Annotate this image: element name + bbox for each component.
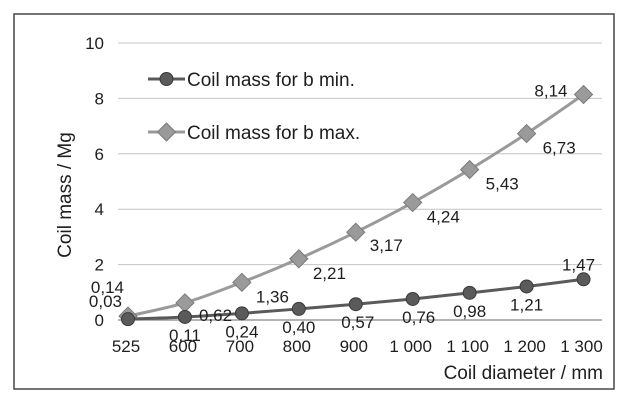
y-tick-label: 2 xyxy=(95,256,104,275)
data-point-b-max xyxy=(232,272,252,293)
y-axis-title: Coil mass / Mg xyxy=(55,132,76,258)
data-label-b-max: 4,24 xyxy=(427,208,460,227)
data-label-b-max: 2,21 xyxy=(313,264,346,283)
legend-entry: Coil mass for b max. xyxy=(187,123,360,144)
x-tick-label: 525 xyxy=(112,337,140,356)
legend: Coil mass for b min. Coil mass for b max. xyxy=(148,70,360,144)
data-point-b-min xyxy=(462,285,477,300)
legend-marker-diamond xyxy=(156,122,177,142)
data-label-b-min: 1,21 xyxy=(510,295,543,314)
data-label-b-min: 0,40 xyxy=(282,318,315,337)
legend-entry: Coil mass for b min. xyxy=(187,70,355,91)
y-tick-label: 0 xyxy=(95,311,104,330)
data-point-b-max xyxy=(459,159,480,180)
x-tick-label: 1 100 xyxy=(446,337,489,356)
data-point-b-min xyxy=(348,297,363,312)
data-label-b-max: 5,43 xyxy=(486,175,519,194)
data-point-b-min xyxy=(121,312,135,327)
legend-marker-circle xyxy=(159,72,174,86)
data-label-b-min: 0,98 xyxy=(453,302,486,321)
x-tick-label: 1 000 xyxy=(389,337,432,356)
x-axis-title: Coil diameter / mm xyxy=(444,363,603,384)
data-label-b-min: 0,11 xyxy=(169,326,201,345)
data-label-b-max: 1,36 xyxy=(256,287,289,306)
data-point-b-max xyxy=(573,84,594,105)
y-tick-label: 10 xyxy=(85,34,104,53)
data-label-b-min: 0,03 xyxy=(89,292,122,311)
data-point-b-min xyxy=(177,309,192,324)
data-point-b-max xyxy=(346,222,366,242)
data-label-b-min: 1,47 xyxy=(562,255,595,274)
series-group xyxy=(118,84,594,327)
y-tick-label: 8 xyxy=(95,89,104,108)
data-label-b-max: 0,14 xyxy=(91,278,124,297)
x-tick-label: 1 300 xyxy=(560,337,603,356)
x-tick-label: 900 xyxy=(340,337,368,356)
data-point-b-min xyxy=(234,306,249,321)
data-label-b-min: 0,57 xyxy=(341,313,374,332)
data-label-b-max: 6,73 xyxy=(543,139,576,158)
data-point-b-max xyxy=(289,249,309,269)
data-point-b-min xyxy=(519,279,534,294)
data-label-b-max: 8,14 xyxy=(534,82,567,101)
y-tick-label: 4 xyxy=(95,200,104,219)
data-point-b-max xyxy=(402,192,423,213)
x-tick-label: 600 xyxy=(169,337,197,356)
data-point-b-min xyxy=(405,291,420,306)
data-label-b-min: 0,76 xyxy=(402,308,435,327)
x-tick-label: 700 xyxy=(226,337,254,356)
data-label-b-max: 3,17 xyxy=(370,236,403,255)
data-label-b-max: 0,62 xyxy=(199,306,232,325)
data-label-b-min: 0,24 xyxy=(225,322,258,341)
axes: 0 2 4 6 8 10 525 600 700 800 900 1 000 1 100 1 200 1 3… xyxy=(85,34,603,356)
gridlines xyxy=(118,42,602,266)
x-tick-label: 1 200 xyxy=(503,337,546,356)
data-point-b-min xyxy=(576,272,591,287)
y-tick-label: 6 xyxy=(95,145,104,164)
data-point-b-max xyxy=(516,123,537,144)
x-tick-label: 800 xyxy=(283,337,311,356)
data-point-b-min xyxy=(291,301,306,316)
chart-frame xyxy=(13,13,615,390)
data-labels: 0,03 0,11 0,24 0,40 0,57 0,76 0,98 1,21 1,47 0,14… xyxy=(89,82,595,345)
